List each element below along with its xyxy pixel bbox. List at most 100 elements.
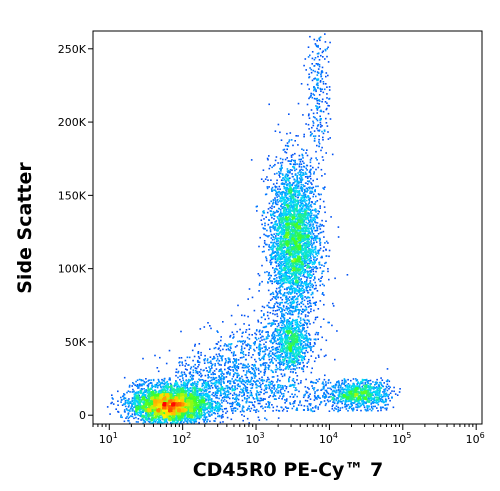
event-dot	[260, 405, 262, 408]
event-dot	[312, 302, 315, 304]
event-dot	[316, 52, 319, 55]
event-dot	[341, 388, 343, 391]
event-dot	[237, 367, 240, 370]
event-dot	[364, 379, 366, 381]
event-dot	[213, 347, 216, 350]
event-dot	[181, 375, 183, 377]
event-dot	[302, 172, 304, 174]
event-dot	[312, 387, 314, 389]
event-dot	[272, 331, 275, 334]
event-dot	[301, 200, 303, 203]
event-dot	[267, 354, 270, 356]
event-dot	[152, 385, 155, 388]
event-dot	[279, 302, 281, 304]
event-dot	[299, 199, 301, 202]
event-dot	[289, 171, 291, 174]
event-dot	[289, 182, 291, 184]
event-dot	[302, 169, 304, 171]
event-dot	[306, 290, 309, 292]
event-dot	[296, 324, 298, 327]
event-dot	[264, 234, 267, 237]
event-dot	[204, 409, 206, 411]
event-dot	[317, 107, 319, 109]
event-dot	[313, 65, 316, 67]
event-dot	[203, 414, 206, 417]
event-dot	[283, 265, 286, 267]
event-dot	[302, 370, 305, 373]
event-dot	[285, 355, 287, 358]
event-dot	[282, 396, 284, 398]
event-dot	[276, 254, 279, 257]
event-dot	[273, 252, 275, 254]
event-dot	[302, 165, 305, 168]
event-dot	[275, 192, 278, 194]
event-dot	[213, 377, 216, 380]
event-dot	[142, 379, 144, 382]
event-dot	[329, 381, 332, 384]
event-dot	[277, 292, 279, 295]
event-dot	[309, 404, 312, 407]
event-dot	[313, 86, 315, 88]
event-dot	[302, 347, 304, 349]
event-dot	[300, 305, 302, 308]
event-dot	[299, 201, 301, 204]
event-dot	[237, 359, 240, 361]
event-dot	[259, 385, 261, 387]
event-dot	[169, 377, 171, 380]
event-dot	[310, 217, 312, 219]
event-dot	[144, 393, 146, 396]
event-dot	[388, 385, 390, 388]
event-dot	[276, 209, 278, 212]
event-dot	[193, 355, 196, 358]
event-dot	[218, 380, 221, 382]
event-dot	[265, 384, 268, 387]
event-dot	[288, 195, 291, 198]
event-dot	[286, 410, 288, 412]
event-dot	[264, 271, 266, 274]
event-dot	[319, 81, 322, 83]
event-dot	[272, 307, 274, 309]
event-dot	[269, 312, 272, 314]
event-dot	[281, 324, 283, 327]
event-dot	[217, 415, 219, 418]
event-dot	[186, 383, 189, 386]
event-dot	[225, 412, 227, 414]
event-dot	[292, 371, 294, 374]
event-dot	[209, 390, 211, 393]
event-dot	[311, 231, 314, 234]
event-dot	[297, 362, 299, 364]
event-dot	[280, 270, 283, 273]
event-dot	[303, 185, 306, 187]
event-dot	[283, 183, 285, 185]
event-dot	[242, 356, 245, 358]
event-dot	[255, 337, 257, 339]
event-dot	[315, 253, 317, 255]
event-dot	[337, 408, 339, 411]
event-dot	[287, 302, 289, 305]
event-dot	[258, 344, 261, 347]
event-dot	[214, 373, 216, 375]
event-dot	[179, 375, 181, 377]
event-dot	[270, 392, 273, 394]
event-dot	[272, 249, 274, 251]
event-dot	[307, 206, 309, 208]
event-dot	[266, 186, 269, 188]
event-dot	[254, 409, 257, 412]
event-dot	[264, 222, 266, 225]
event-dot	[293, 227, 296, 229]
event-dot	[347, 410, 349, 412]
event-dot	[287, 363, 289, 365]
event-dot	[330, 388, 333, 391]
event-dot	[310, 177, 312, 180]
event-dot	[281, 312, 283, 315]
event-dot	[362, 401, 365, 404]
event-dot	[265, 366, 267, 369]
event-dot	[310, 269, 313, 271]
event-dot	[304, 282, 306, 285]
event-dot	[310, 133, 312, 136]
event-dot	[195, 382, 198, 385]
event-dot	[372, 400, 374, 403]
event-dot	[266, 176, 268, 178]
event-dot	[245, 380, 248, 383]
event-dot	[322, 81, 325, 83]
